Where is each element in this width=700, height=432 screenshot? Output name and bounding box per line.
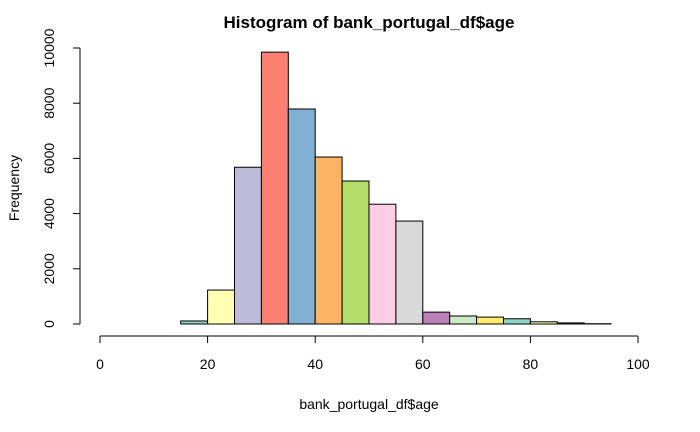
chart-title: Histogram of bank_portugal_df$age bbox=[224, 13, 515, 32]
histogram-bar-15-20 bbox=[180, 320, 209, 325]
x-tick-label: 60 bbox=[415, 356, 431, 372]
y-tick-label: 10000 bbox=[41, 28, 57, 67]
histogram-bar-20-25 bbox=[207, 289, 236, 325]
histogram-bar-50-55 bbox=[368, 203, 397, 325]
x-tick-label: 40 bbox=[307, 356, 323, 372]
histogram-bar-25-30 bbox=[234, 166, 262, 325]
histogram-bar-80-85 bbox=[529, 321, 558, 325]
y-tick-label: 8000 bbox=[41, 87, 57, 118]
histogram-bar-45-50 bbox=[341, 180, 370, 325]
bars-group bbox=[180, 51, 612, 325]
y-tick-label: 6000 bbox=[41, 143, 57, 174]
y-tick-label: 4000 bbox=[41, 198, 57, 229]
histogram-bar-55-60 bbox=[395, 220, 424, 325]
histogram-bar-85-90 bbox=[556, 322, 585, 325]
histogram-bar-60-65 bbox=[422, 311, 451, 325]
histogram-bar-70-75 bbox=[476, 316, 505, 325]
x-axis-label: bank_portugal_df$age bbox=[299, 396, 439, 412]
y-axis: 0 2000 4000 6000 8000 10000 bbox=[41, 28, 81, 328]
histogram-bar-35-40 bbox=[287, 108, 316, 325]
histogram-bar-40-45 bbox=[314, 156, 343, 325]
histogram-bar-30-35 bbox=[260, 51, 289, 325]
y-tick-label: 0 bbox=[41, 320, 57, 328]
x-tick-label: 20 bbox=[200, 356, 216, 372]
x-axis: 0 20 40 60 80 100 bbox=[96, 335, 650, 372]
histogram-bar-75-80 bbox=[503, 318, 531, 325]
x-tick-label: 80 bbox=[523, 356, 539, 372]
x-tick-label: 100 bbox=[626, 356, 650, 372]
y-axis-label: Frequency bbox=[6, 155, 22, 221]
histogram-bar-65-70 bbox=[449, 315, 478, 325]
y-tick-label: 2000 bbox=[41, 253, 57, 284]
x-tick-label: 0 bbox=[96, 356, 104, 372]
